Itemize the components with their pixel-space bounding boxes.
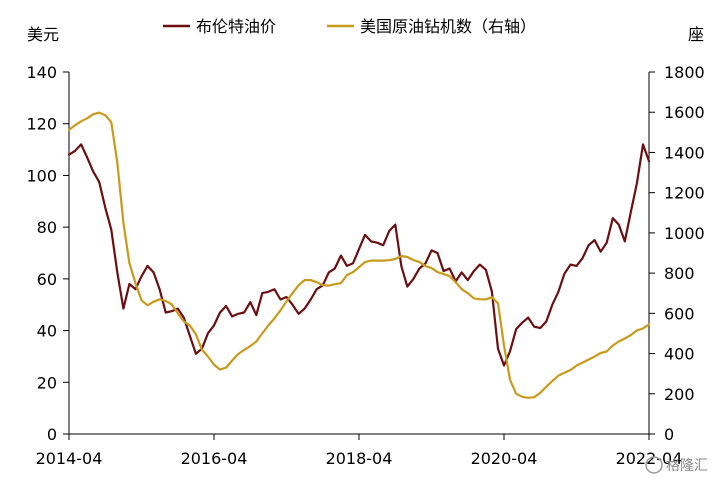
watermark: 格隆汇 [645, 456, 708, 474]
legend-label-brent: 布伦特油价 [196, 17, 276, 36]
right-tick-label: 200 [664, 385, 695, 404]
left-tick-label: 80 [37, 218, 57, 237]
series-line-rig-count [67, 111, 651, 399]
right-axis-ticks: 0 200 400 600 800 1000 1200 1400 1600 1800 [649, 63, 705, 444]
left-tick-label: 40 [37, 322, 57, 341]
right-tick-label: 800 [664, 264, 695, 283]
right-tick-label: 1800 [664, 63, 705, 82]
series-layer [67, 111, 651, 399]
left-tick-label: 140 [26, 63, 57, 82]
left-tick-label: 100 [26, 166, 57, 185]
legend: 布伦特油价 美国原油钻机数（右轴） [163, 17, 536, 36]
left-axis-unit: 美元 [27, 25, 59, 44]
left-tick-label: 0 [47, 425, 57, 444]
watermark-text: 格隆汇 [666, 458, 708, 474]
left-tick-label: 120 [26, 115, 57, 134]
x-tick-label: 2020-04 [471, 449, 538, 468]
left-tick-label: 20 [37, 373, 57, 392]
right-tick-label: 400 [664, 345, 695, 364]
x-tick-label: 2018-04 [326, 449, 393, 468]
right-tick-label: 1600 [664, 103, 705, 122]
right-tick-label: 0 [664, 425, 674, 444]
series-line-brent [67, 143, 651, 367]
left-axis-ticks: 0 20 40 60 80 100 120 140 [26, 63, 69, 444]
right-tick-label: 1400 [664, 143, 705, 162]
watermark-logo-icon [645, 456, 663, 474]
x-tick-label: 2014-04 [36, 449, 103, 468]
x-tick-label: 2016-04 [181, 449, 248, 468]
right-tick-label: 1000 [664, 224, 705, 243]
right-tick-label: 600 [664, 304, 695, 323]
legend-label-rigs: 美国原油钻机数（右轴） [360, 17, 536, 36]
right-axis-unit: 座 [688, 25, 704, 44]
right-tick-label: 1200 [664, 184, 705, 203]
x-axis-ticks: 2014-04 2016-04 2018-04 2020-04 2022-04 [36, 434, 682, 468]
left-tick-label: 60 [37, 270, 57, 289]
